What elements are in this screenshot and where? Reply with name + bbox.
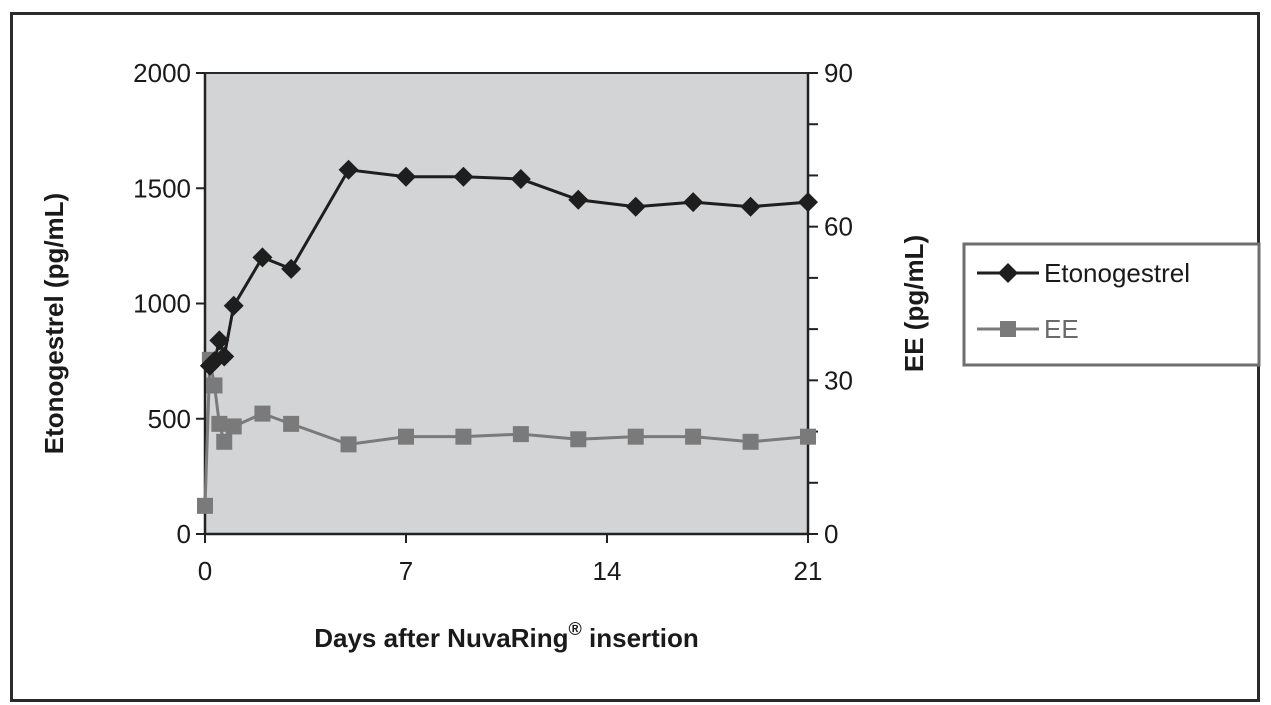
chart-frame: 0 7 14 21 0 500 1000 1500 2000 0 30 60 90 Days aft… [10, 12, 1260, 702]
x-axis-title-main: Days after NuvaRing [314, 623, 568, 653]
y-left-tick-label: 1000 [133, 289, 191, 319]
y-right-tick-label: 30 [824, 365, 853, 395]
data-point-ee [197, 498, 213, 514]
data-point-ee [513, 426, 529, 442]
data-point-ee [800, 429, 816, 445]
data-point-ee [206, 377, 222, 393]
x-axis-title-registered-mark: ® [569, 619, 582, 639]
x-axis: 0 7 14 21 [198, 534, 823, 586]
y-right-tick-label: 90 [824, 58, 853, 88]
data-point-ee [211, 416, 227, 432]
y-left-tick-label: 500 [148, 404, 191, 434]
y-left-tick-label: 1500 [133, 173, 191, 203]
data-point-ee [570, 431, 586, 447]
x-axis-title-suffix: insertion [582, 623, 699, 653]
x-tick-label: 14 [593, 556, 622, 586]
data-point-ee [341, 436, 357, 452]
legend-marker [1000, 321, 1016, 337]
y-axis-right-title: EE (pg/mL) [899, 235, 929, 372]
y-left-tick-label: 2000 [133, 58, 191, 88]
legend-label: EE [1044, 314, 1079, 344]
data-point-ee [283, 416, 299, 432]
data-point-ee [685, 429, 701, 445]
y-axis-left-title: Etonogestrel (pg/mL) [39, 193, 69, 454]
legend: Etonogestrel EE [964, 244, 1259, 365]
data-point-ee [226, 418, 242, 434]
data-point-ee [455, 429, 471, 445]
data-point-ee [216, 434, 232, 450]
data-point-ee [254, 406, 270, 422]
data-point-ee [743, 434, 759, 450]
y-left-tick-label: 0 [177, 519, 191, 549]
chart: 0 7 14 21 0 500 1000 1500 2000 0 30 60 90 Days aft… [13, 15, 1263, 705]
x-tick-label: 21 [794, 556, 823, 586]
x-tick-label: 7 [399, 556, 413, 586]
data-point-ee [398, 429, 414, 445]
x-tick-label: 0 [198, 556, 212, 586]
y-right-tick-label: 0 [824, 519, 838, 549]
y-axis-left: 0 500 1000 1500 2000 [133, 58, 205, 549]
y-right-tick-label: 60 [824, 212, 853, 242]
y-axis-right: 0 30 60 90 [808, 58, 853, 549]
data-point-ee [628, 429, 644, 445]
plot-area [205, 73, 808, 534]
x-axis-title: Days after NuvaRing® insertion [314, 619, 699, 653]
legend-label: Etonogestrel [1044, 258, 1190, 288]
